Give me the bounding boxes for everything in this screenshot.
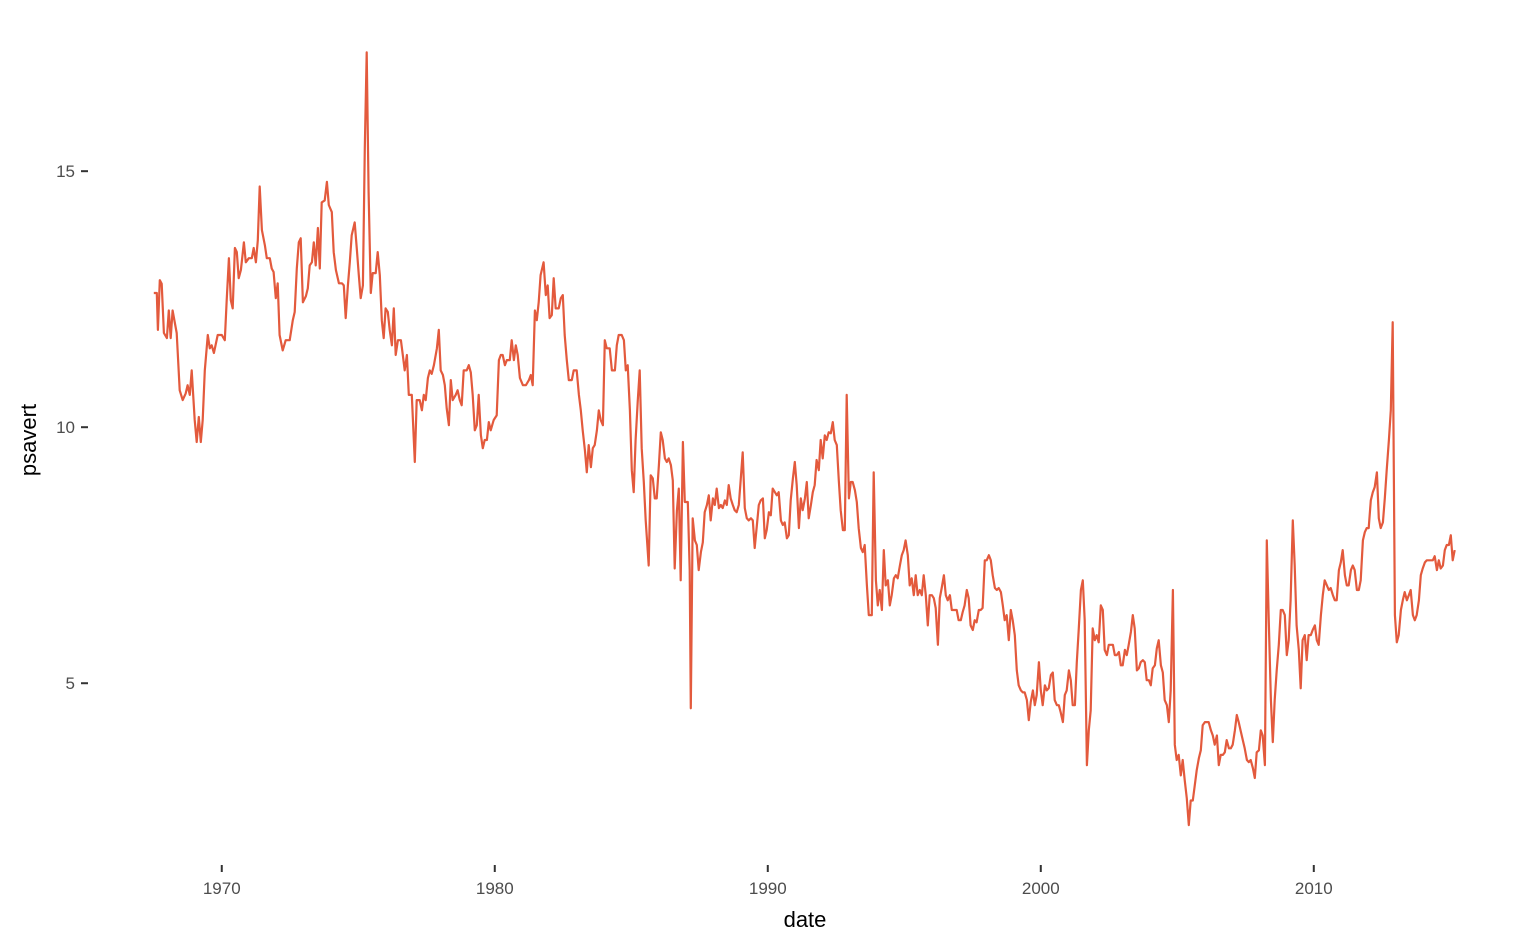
- y-tick-label: 5: [66, 674, 75, 693]
- x-tick-label: 1990: [749, 879, 787, 898]
- y-axis: 5 10 15: [56, 162, 88, 693]
- x-tick-label: 1980: [476, 879, 514, 898]
- series-line-psavert: [153, 51, 1456, 827]
- x-axis-title: date: [784, 907, 827, 932]
- y-tick-label: 15: [56, 162, 75, 181]
- x-tick-label: 2000: [1022, 879, 1060, 898]
- x-tick-label: 2010: [1295, 879, 1333, 898]
- y-axis-title: psavert: [16, 404, 41, 476]
- y-tick-label: 10: [56, 418, 75, 437]
- x-axis: 1970 1980 1990 2000 2010: [203, 865, 1333, 898]
- x-tick-label: 1970: [203, 879, 241, 898]
